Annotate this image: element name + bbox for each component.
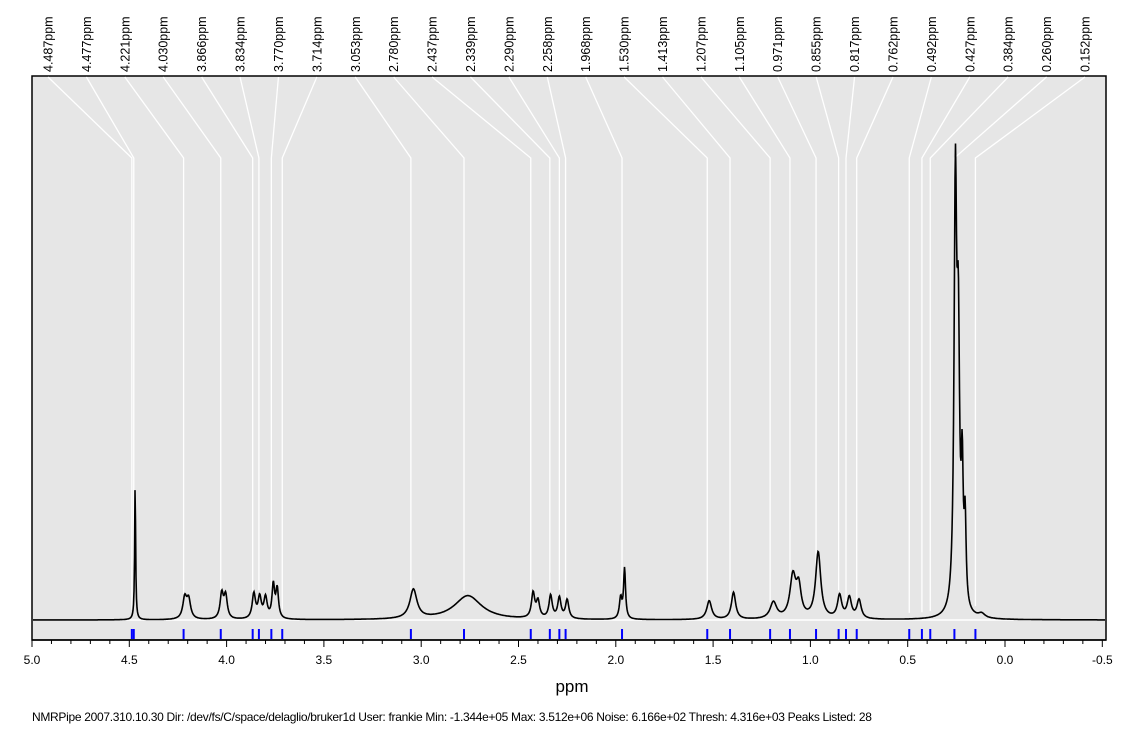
peak-label: 3.053ppm [349,16,363,72]
peak-label: 1.105ppm [733,16,747,72]
peak-label: 2.437ppm [426,16,440,72]
peak-label: 4.030ppm [157,16,171,72]
peak-label: 0.971ppm [771,16,785,72]
peak-connector-line [908,76,932,613]
peak-label: 1.968ppm [579,16,593,72]
peak-label: 0.855ppm [810,16,824,72]
peak-connector-line [393,76,465,591]
peak-label: 2.290ppm [502,16,516,72]
x-tick-label: 5.0 [24,653,41,667]
x-tick-label: 2.0 [607,653,624,667]
peak-connector-line [124,76,185,594]
x-tick-label: 3.0 [413,653,430,667]
peak-label: 0.152ppm [1079,16,1093,72]
peak-connector-line [470,76,551,592]
peak-label: 4.221ppm [118,16,132,72]
peak-connector-line [974,76,1086,607]
x-tick-label: 0.5 [899,653,916,667]
x-tick-label: 0.0 [997,653,1014,667]
x-tick-label: 2.5 [510,653,527,667]
x-tick-label: 4.5 [121,653,138,667]
peak-connector-line [354,76,412,591]
peak-connector-line [85,76,135,593]
peak-label: 2.258ppm [541,16,555,72]
peak-connector-line [777,76,817,567]
peak-connector-line [929,76,1009,612]
plot-area [31,75,1107,641]
peak-connector-line [270,76,280,596]
peak-label: 0.492ppm [925,16,939,72]
peak-connector-line [662,76,731,604]
peak-label: 0.762ppm [886,16,900,72]
peak-label: 1.207ppm [694,16,708,72]
x-tick-label: 3.5 [316,653,333,667]
peak-connector-line [431,76,532,601]
peak-label: 3.770ppm [272,16,286,72]
peak-label: 4.477ppm [80,16,94,72]
peak-connector-line [201,76,254,593]
x-tick-label: 1.0 [802,653,819,667]
peak-connector-line [162,76,222,591]
peak-connector-line [700,76,771,603]
peak-label: 2.339ppm [464,16,478,72]
peak-connector-line [546,76,567,600]
peak-connector-line [585,76,623,594]
peak-label: 1.413ppm [656,16,670,72]
peak-connector-line [623,76,708,601]
peak-connector-line [815,76,840,591]
peak-connector-line [738,76,791,585]
peak-label: 0.427ppm [963,16,977,72]
peak-label: 3.714ppm [310,16,324,72]
peak-connector-line [856,76,894,601]
peak-connector-line [921,76,971,613]
peak-connector-line [47,76,133,610]
peak-label: 4.487ppm [42,16,56,72]
peak-label: 3.866ppm [195,16,209,72]
peak-label: 1.530ppm [618,16,632,72]
x-tick-label: 1.5 [705,653,722,667]
peak-connector-line [239,76,260,591]
x-axis-label: ppm [555,677,588,696]
x-tick-label: -0.5 [1092,653,1113,667]
x-tick-label: 4.0 [218,653,235,667]
footer-info: NMRPipe 2007.310.10.30 Dir: /dev/fs/C/sp… [32,710,872,724]
peak-label: 0.384ppm [1002,16,1016,72]
peak-connector-line [845,76,856,602]
peak-connector-line [508,76,561,590]
peak-label: 2.780ppm [387,16,401,72]
peak-label: 0.817ppm [848,16,862,72]
spectrum-trace [33,143,1105,621]
peak-connector-line [281,76,318,610]
peak-label: 3.834ppm [234,16,248,72]
peak-label: 0.260ppm [1040,16,1054,72]
